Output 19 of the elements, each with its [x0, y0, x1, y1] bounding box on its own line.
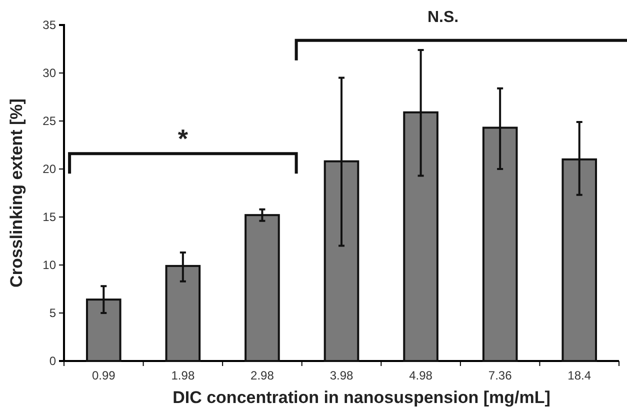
y-tick-label: 15 [42, 210, 56, 224]
y-tick-label: 25 [42, 114, 56, 128]
y-axis-title: Crosslinking extent [%] [7, 98, 26, 288]
x-tick-label: 7.36 [488, 368, 512, 383]
y-tick-label: 10 [42, 258, 56, 272]
x-tick-label: 2.98 [250, 368, 274, 383]
x-tick-label: 3.98 [330, 368, 354, 383]
x-tick-label: 1.98 [171, 368, 195, 383]
x-tick-label: 4.98 [409, 368, 433, 383]
y-tick-label: 0 [49, 354, 56, 368]
y-tick-label: 20 [42, 162, 56, 176]
annotation: * [178, 124, 189, 154]
x-tick-label: 0.99 [92, 368, 116, 383]
y-tick-label: 35 [42, 18, 56, 32]
annotation: N.S. [427, 9, 459, 26]
y-tick-label: 30 [42, 66, 56, 80]
x-tick-label: 18.4 [568, 368, 592, 383]
y-tick-label: 5 [49, 306, 56, 320]
x-axis-title: DIC concentration in nanosuspension [mg/mL] [172, 388, 550, 407]
